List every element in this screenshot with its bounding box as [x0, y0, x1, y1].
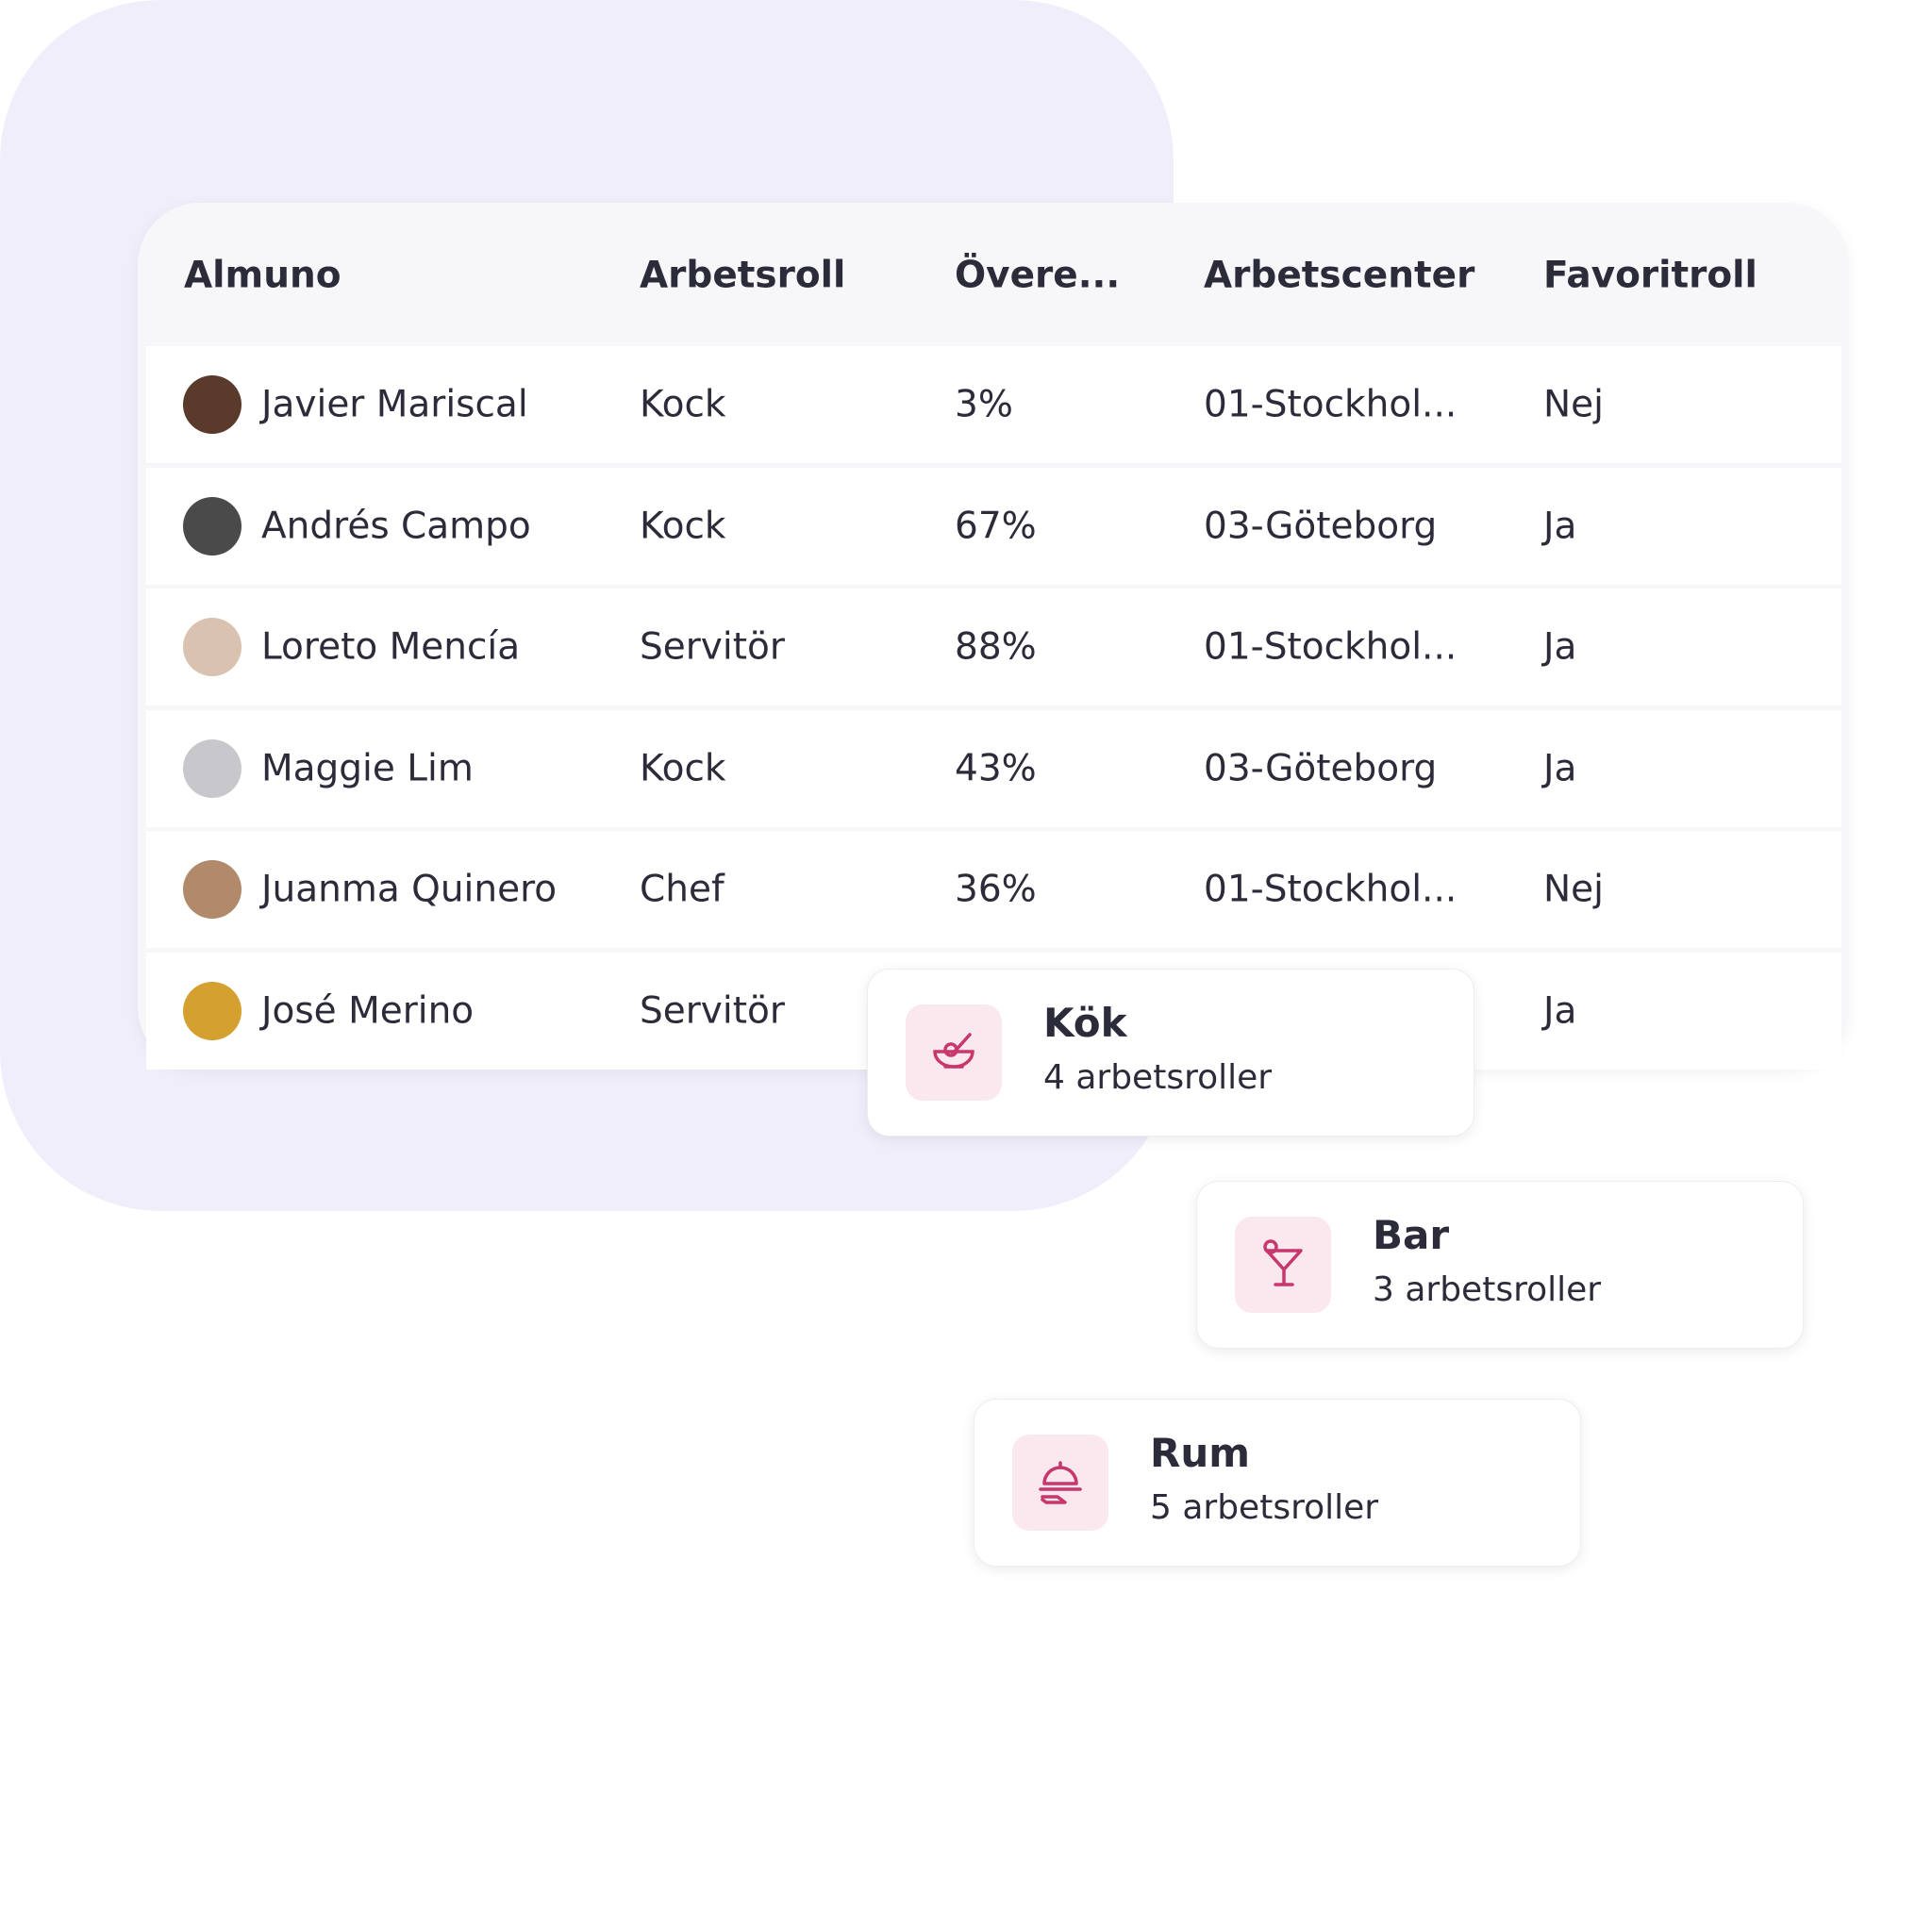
table-row	[146, 589, 1841, 705]
cell: Servitör	[640, 989, 785, 1032]
cell: Andrés Campo	[261, 505, 531, 547]
avatar	[183, 618, 242, 676]
avatar	[183, 496, 242, 556]
icon	[906, 1004, 1002, 1101]
card-subtitle: 3 arbetsroller	[1373, 1270, 1602, 1309]
cell: Kock	[640, 383, 726, 426]
table-row	[146, 467, 1841, 585]
cell: Javier Mariscal	[261, 383, 528, 426]
avatar	[183, 981, 242, 1040]
column-header: Almuno	[184, 254, 341, 297]
card-subtitle: 4 arbetsroller	[1043, 1058, 1273, 1097]
cell: Juanma Quinero	[261, 868, 558, 911]
avatar	[183, 860, 242, 919]
cell: José Merino	[261, 989, 475, 1032]
cell: Loreto Mencía	[261, 625, 521, 669]
cell: 01-Stockhol...	[1204, 625, 1457, 669]
column-header: Arbetsroll	[640, 254, 846, 297]
cell: 01-Stockhol...	[1204, 383, 1457, 426]
card-title: Bar	[1373, 1212, 1450, 1258]
cell: 67%	[955, 505, 1037, 547]
cell: 3%	[955, 383, 1013, 426]
card-subtitle: 5 arbetsroller	[1150, 1488, 1379, 1527]
cell: 88%	[955, 625, 1037, 669]
cell: Ja	[1543, 625, 1577, 669]
column-header: Arbetscenter	[1204, 254, 1475, 297]
role-card[interactable]: Bar 3 arbetsroller	[1196, 1181, 1804, 1349]
table-row	[146, 709, 1841, 827]
cell: Nej	[1543, 868, 1605, 911]
cell: Servitör	[640, 625, 785, 669]
cell: Maggie Lim	[261, 747, 474, 789]
column-header: Övere...	[955, 254, 1121, 297]
cell: 01-Stockhol...	[1204, 868, 1457, 911]
role-card[interactable]: Rum 5 arbetsroller	[974, 1399, 1581, 1567]
table-row	[146, 346, 1841, 463]
card-title: Kök	[1043, 1000, 1127, 1046]
card-title: Rum	[1150, 1430, 1251, 1476]
cell: Kock	[640, 505, 726, 547]
cell: Nej	[1543, 383, 1605, 426]
icon	[1235, 1217, 1331, 1313]
cell: Ja	[1543, 747, 1577, 789]
cell: 36%	[955, 868, 1037, 911]
cell: Ja	[1543, 505, 1577, 547]
avatar	[183, 738, 242, 798]
cell: 03-Göteborg	[1204, 747, 1438, 789]
cell: Chef	[640, 868, 724, 911]
icon	[1012, 1435, 1108, 1531]
cell: Kock	[640, 747, 726, 789]
cell: 03-Göteborg	[1204, 505, 1438, 547]
cell: 43%	[955, 747, 1037, 789]
cell: Ja	[1543, 989, 1577, 1032]
role-card[interactable]: Kök 4 arbetsroller	[867, 969, 1474, 1137]
avatar	[183, 375, 242, 434]
table-row	[146, 831, 1841, 948]
column-header: Favoritroll	[1543, 254, 1757, 297]
